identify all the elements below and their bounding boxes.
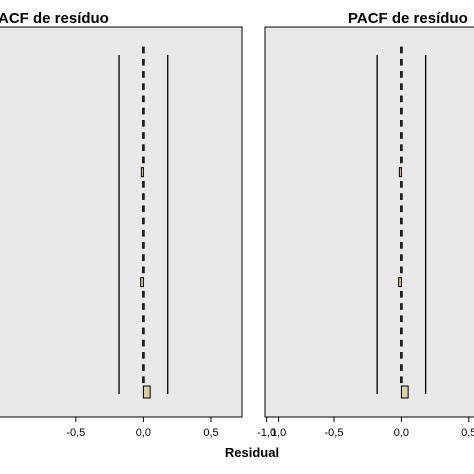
acf-bar-lag-6 <box>142 327 145 335</box>
pacf-bar-lag-22 <box>400 132 403 139</box>
acf-bar-lag-22 <box>142 132 145 139</box>
acf-bar-lag-26 <box>142 83 145 90</box>
pacf-bar-lag-10 <box>398 277 402 288</box>
acf-bar-lag-10 <box>140 277 144 288</box>
pacf-bar-lag-3 <box>400 364 403 371</box>
pacf-bar-lag-20 <box>400 156 403 164</box>
pacf-x-tick-label: -1,0 <box>257 427 276 439</box>
acf-plot-area <box>0 26 243 418</box>
pacf-bar-lag-17 <box>400 193 403 200</box>
acf-bar-lag-3 <box>142 364 145 371</box>
pacf-bar-lag-12 <box>400 254 403 261</box>
pacf-bar-lag-13 <box>400 242 403 249</box>
acf-bar-lag-17 <box>142 193 145 200</box>
acf-bar-lag-23 <box>142 119 145 127</box>
acf-bar-lag-13 <box>142 242 145 249</box>
pacf-bar-lag-21 <box>400 144 403 152</box>
pacf-panel: -1,0 -0,5 0,0 0,5 <box>257 26 474 439</box>
acf-bar-lag-27 <box>142 71 145 78</box>
pacf-bar-lag-29 <box>400 46 403 54</box>
pacf-bar-lag-19 <box>398 167 402 178</box>
acf-x-tick-label: 0,0 <box>136 427 151 439</box>
pacf-bar-lag-4 <box>400 352 403 359</box>
pacf-bar-lag-9 <box>400 290 403 298</box>
acf-bar-lag-16 <box>142 205 145 213</box>
pacf-bar-lag-28 <box>400 58 403 66</box>
acf-bar-lag-11 <box>142 266 145 274</box>
pacf-plot-area <box>264 26 474 418</box>
pacf-bar-lag-24 <box>400 107 403 115</box>
pacf-bar-lag-6 <box>400 327 403 335</box>
pacf-bar-lag-16 <box>400 205 403 213</box>
acf-bar-lag-21 <box>142 144 145 152</box>
x-axis-label: Residual <box>225 445 279 460</box>
acf-bar-lag-18 <box>142 181 145 188</box>
acf-bar-lag-4 <box>142 352 145 359</box>
pacf-bar-lag-11 <box>400 266 403 274</box>
pacf-bar-lag-1 <box>400 385 409 399</box>
pacf-bar-lag-27 <box>400 71 403 78</box>
pacf-x-tick-label: -0,5 <box>325 427 344 439</box>
pacf-bar-lag-8 <box>400 303 403 310</box>
acf-bar-lag-24 <box>142 107 145 115</box>
acf-bar-lag-15 <box>142 217 145 225</box>
acf-bar-lag-20 <box>142 156 145 164</box>
acf-bar-lag-28 <box>142 58 145 66</box>
acf-bar-lag-5 <box>142 339 145 347</box>
acf-panel-title: ACF de resíduo <box>0 10 109 27</box>
acf-bar-lag-14 <box>142 229 145 237</box>
pacf-bar-lag-26 <box>400 83 403 90</box>
pacf-bar-lag-7 <box>400 315 403 323</box>
pacf-bar-lag-18 <box>400 181 403 188</box>
acf-bar-lag-1 <box>142 385 151 399</box>
pacf-bar-lag-5 <box>400 339 403 347</box>
pacf-bar-lag-23 <box>400 119 403 127</box>
pacf-bar-lag-2 <box>400 376 403 384</box>
pacf-bar-lag-25 <box>400 95 403 103</box>
acf-bar-lag-12 <box>142 254 145 261</box>
pacf-bar-lag-15 <box>400 217 403 225</box>
acf-bar-lag-7 <box>142 315 145 323</box>
acf-bar-lag-25 <box>142 95 145 103</box>
acf-panel: -0,5 0,0 0,5 1,0 <box>0 26 286 439</box>
pacf-x-tick-label: 0,0 <box>394 427 409 439</box>
acf-bar-lag-19 <box>140 167 144 178</box>
acf-bar-lag-8 <box>142 303 145 310</box>
acf-bar-lag-29 <box>142 46 145 54</box>
acf-bar-lag-9 <box>142 290 145 298</box>
pacf-bar-lag-14 <box>400 229 403 237</box>
acf-x-tick-label: -0,5 <box>66 427 85 439</box>
pacf-x-tick-label: 0,5 <box>461 427 474 439</box>
acf-x-tick-label: 1,0 <box>271 427 286 439</box>
pacf-panel-title: PACF de resíduo <box>348 10 468 27</box>
acf-bar-lag-2 <box>142 376 145 384</box>
acf-x-tick-label: 0,5 <box>203 427 218 439</box>
